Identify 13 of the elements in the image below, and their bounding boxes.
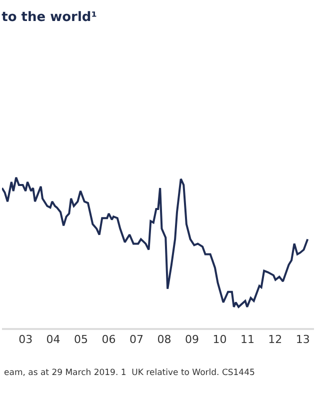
text: eam, as at 29 March 2019. 1 UK relative to World. CS1445 xyxy=(4,368,255,378)
x-tick-label: 10 xyxy=(212,332,227,346)
x-tick-label: 09 xyxy=(184,332,199,346)
x-tick-label: 12 xyxy=(268,332,282,346)
chart-title: to the world¹ xyxy=(2,10,97,26)
x-tick-label: 13 xyxy=(296,332,310,346)
x-tick-label: 11 xyxy=(240,332,254,346)
x-tick-label: 07 xyxy=(130,332,144,346)
x-tick-label: 04 xyxy=(46,332,60,346)
x-tick-label: 05 xyxy=(74,332,88,346)
x-tick-label: 03 xyxy=(18,332,33,346)
x-tick-label: 08 xyxy=(157,332,172,346)
x-tick-label: 06 xyxy=(102,332,116,346)
